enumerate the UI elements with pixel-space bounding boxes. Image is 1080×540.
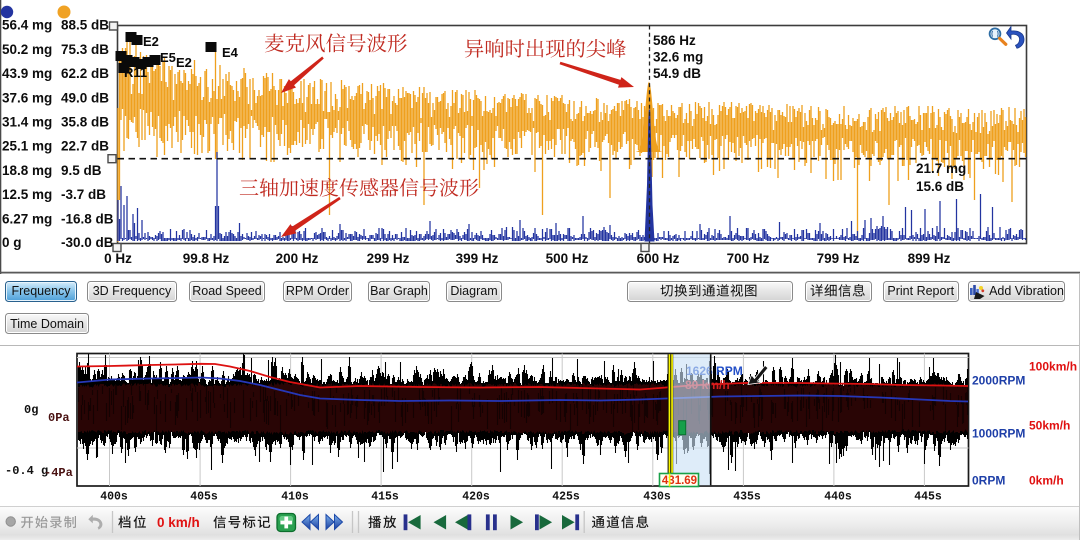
svg-text:0km/h: 0km/h: [1029, 474, 1064, 488]
svg-text:-30.0 dB: -30.0 dB: [61, 235, 114, 250]
svg-text:500 Hz: 500 Hz: [546, 251, 589, 266]
svg-text:12.5 mg: 12.5 mg: [2, 187, 52, 202]
svg-text:600 Hz: 600 Hz: [637, 251, 680, 266]
svg-text:31.4 mg: 31.4 mg: [2, 115, 52, 130]
svg-text:99.8 Hz: 99.8 Hz: [183, 251, 230, 266]
svg-text:6.27 mg: 6.27 mg: [2, 212, 52, 227]
svg-text:420s: 420s: [462, 491, 490, 504]
svg-text:435s: 435s: [733, 491, 761, 504]
svg-text:2000RPM: 2000RPM: [972, 374, 1025, 388]
svg-text:400s: 400s: [100, 491, 128, 504]
svg-text:425s: 425s: [552, 491, 580, 504]
svg-text:405s: 405s: [190, 491, 218, 504]
svg-text:200 Hz: 200 Hz: [276, 251, 319, 266]
svg-text:E2: E2: [143, 34, 159, 49]
svg-text:9.5 dB: 9.5 dB: [61, 163, 102, 178]
svg-text:E5: E5: [160, 50, 176, 65]
svg-text:88.5 dB: 88.5 dB: [61, 18, 109, 33]
svg-text:430s: 430s: [643, 491, 671, 504]
svg-text:0 km/h: 0 km/h: [157, 515, 200, 530]
svg-text:62.2 dB: 62.2 dB: [61, 66, 109, 81]
svg-text:410s: 410s: [281, 491, 309, 504]
svg-text:1000RPM: 1000RPM: [972, 427, 1025, 441]
svg-text:37.6 mg: 37.6 mg: [2, 90, 52, 105]
svg-text:431.69: 431.69: [662, 475, 697, 487]
svg-text:25.1 mg: 25.1 mg: [2, 139, 52, 154]
svg-text:54.9 dB: 54.9 dB: [653, 66, 701, 81]
svg-text:445s: 445s: [914, 491, 942, 504]
svg-text:18.8 mg: 18.8 mg: [2, 163, 52, 178]
svg-text:0RPM: 0RPM: [972, 474, 1005, 488]
svg-text:32.6 mg: 32.6 mg: [653, 50, 703, 65]
svg-text:-3.7 dB: -3.7 dB: [61, 187, 106, 202]
svg-text:56.4 mg: 56.4 mg: [2, 18, 52, 33]
svg-text:0g: 0g: [24, 403, 38, 417]
svg-text:299 Hz: 299 Hz: [367, 251, 410, 266]
svg-text:799 Hz: 799 Hz: [817, 251, 860, 266]
svg-text:R11: R11: [124, 65, 147, 80]
svg-text:0 g: 0 g: [2, 235, 22, 250]
svg-text:399 Hz: 399 Hz: [456, 251, 499, 266]
svg-text:0Pa: 0Pa: [48, 411, 70, 425]
svg-text:75.3 dB: 75.3 dB: [61, 42, 109, 57]
svg-text:100km/h: 100km/h: [1029, 360, 1077, 374]
svg-text:50.2 mg: 50.2 mg: [2, 42, 52, 57]
svg-text:22.7 dB: 22.7 dB: [61, 139, 109, 154]
svg-text:35.8 dB: 35.8 dB: [61, 115, 109, 130]
svg-text:15.6 dB: 15.6 dB: [916, 179, 964, 194]
svg-text:49.0 dB: 49.0 dB: [61, 90, 109, 105]
svg-text:700 Hz: 700 Hz: [727, 251, 770, 266]
svg-text:440s: 440s: [824, 491, 852, 504]
svg-text:E2: E2: [176, 55, 192, 70]
svg-text:899 Hz: 899 Hz: [908, 251, 951, 266]
svg-text:43.9 mg: 43.9 mg: [2, 66, 52, 81]
svg-text:415s: 415s: [371, 491, 399, 504]
svg-text:586 Hz: 586 Hz: [653, 33, 696, 48]
svg-text:E4: E4: [222, 45, 239, 60]
svg-text:21.7 mg: 21.7 mg: [916, 161, 966, 176]
svg-text:0 Hz: 0 Hz: [104, 251, 132, 266]
svg-text:-4Pa: -4Pa: [44, 466, 73, 480]
svg-text:50km/h: 50km/h: [1029, 419, 1070, 433]
svg-text:-0.4 g: -0.4 g: [5, 464, 48, 478]
svg-text:-16.8 dB: -16.8 dB: [61, 212, 114, 227]
